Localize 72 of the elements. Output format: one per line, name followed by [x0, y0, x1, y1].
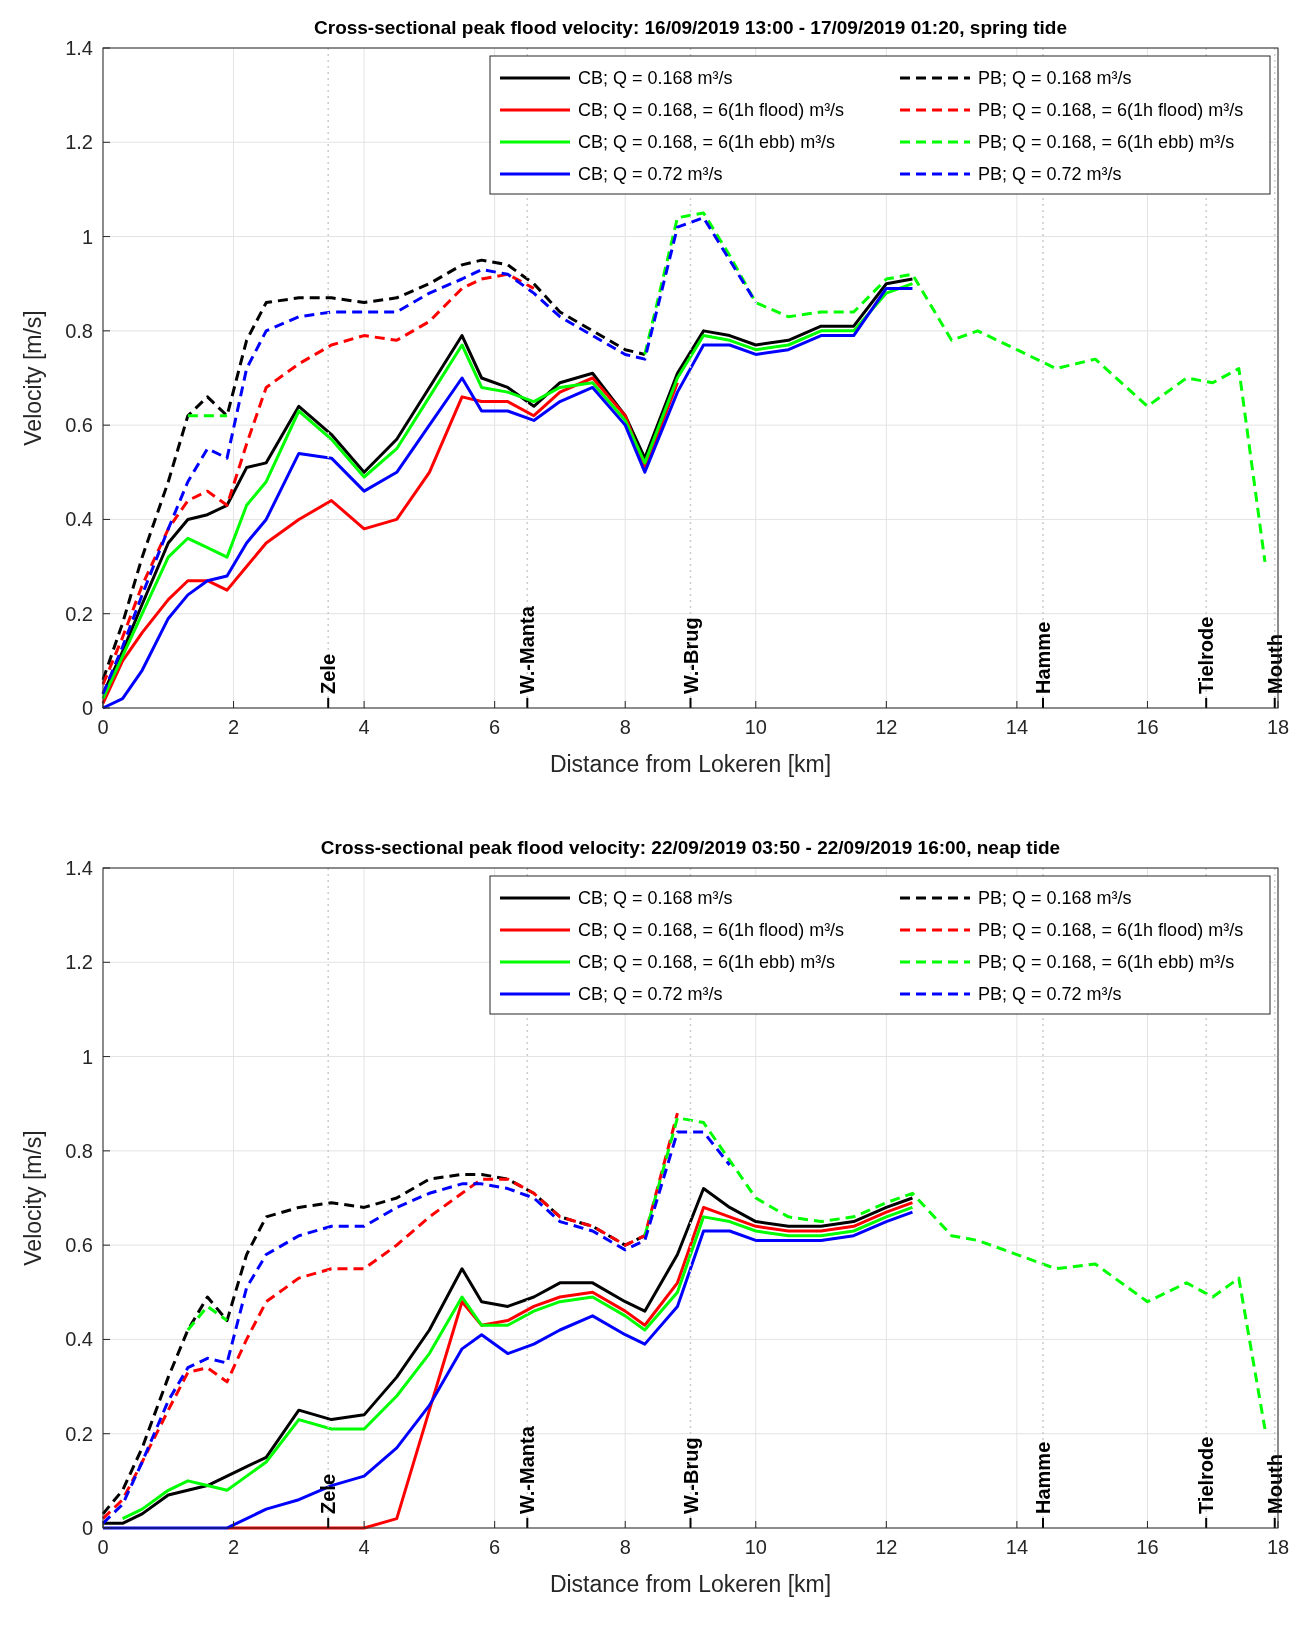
- line-series: [225, 1201, 914, 1530]
- ref-line-label: Tielrode: [1195, 616, 1218, 694]
- ref-line-label: W.-Manta: [516, 605, 539, 694]
- y-tick-label: 0.8: [65, 1139, 93, 1162]
- y-tick-label: 0.4: [65, 508, 93, 531]
- y-tick-label: 0.2: [65, 1422, 93, 1445]
- ref-line-label: Mouth: [1263, 1454, 1286, 1514]
- ref-line-label: Hamme: [1032, 1441, 1054, 1514]
- y-tick-label: 0.6: [65, 1234, 93, 1257]
- x-tick-label: 10: [744, 716, 767, 738]
- y-tick-label: 1.2: [65, 951, 93, 974]
- ref-line-label: Zele: [317, 653, 340, 694]
- chart-title: Cross-sectional peak flood velocity: 22/09/2019 03:50 - 22/09/2019 16:00, neap tide: [320, 837, 1061, 858]
- ref-line-label: W.-Manta: [516, 1425, 539, 1514]
- ref-line-label: Zele: [317, 1473, 340, 1514]
- y-tick-label: 0.6: [65, 414, 93, 437]
- y-tick-label: 0.2: [65, 602, 93, 625]
- ref-line-label: Mouth: [1263, 634, 1286, 694]
- x-tick-label: 16: [1136, 1536, 1159, 1558]
- x-tick-label: 12: [875, 716, 898, 738]
- legend-label: PB; Q = 0.168 m³/s: [978, 68, 1132, 89]
- x-tick-label: 14: [1005, 1536, 1029, 1558]
- legend-label: CB; Q = 0.72 m³/s: [578, 164, 723, 185]
- y-tick-label: 0.8: [65, 319, 93, 342]
- x-tick-label: 16: [1136, 716, 1159, 738]
- y-tick-label: 1.4: [65, 37, 93, 59]
- y-tick-label: 1: [81, 1045, 93, 1068]
- x-tick-label: 4: [358, 716, 370, 738]
- x-axis-title: Distance from Lokeren [km]: [549, 1571, 832, 1597]
- y-tick-label: 1.2: [65, 131, 93, 154]
- legend-label: PB; Q = 0.72 m³/s: [978, 164, 1122, 185]
- legend-label: PB; Q = 0.168, = 6(1h ebb) m³/s: [978, 132, 1235, 153]
- y-axis-title: Velocity [m/s]: [20, 1130, 46, 1266]
- x-tick-label: 10: [744, 1536, 767, 1558]
- legend-label: PB; Q = 0.168, = 6(1h ebb) m³/s: [978, 952, 1235, 973]
- ref-line-label: Hamme: [1032, 621, 1054, 694]
- ref-line-label: W.-Brug: [679, 1437, 702, 1514]
- y-tick-label: 0: [81, 697, 93, 719]
- x-tick-label: 6: [489, 1536, 501, 1558]
- x-tick-label: 8: [619, 716, 631, 738]
- ref-line-label: Tielrode: [1195, 1436, 1218, 1514]
- legend-label: CB; Q = 0.168 m³/s: [578, 68, 733, 89]
- x-tick-label: 2: [227, 716, 240, 738]
- x-tick-label: 2: [227, 1536, 240, 1558]
- x-tick-label: 4: [358, 1536, 370, 1558]
- y-axis-title: Velocity [m/s]: [20, 310, 46, 446]
- x-tick-label: 18: [1266, 716, 1290, 738]
- legend-label: CB; Q = 0.168, = 6(1h flood) m³/s: [578, 920, 845, 941]
- x-tick-label: 12: [875, 1536, 898, 1558]
- x-tick-label: 6: [489, 716, 501, 738]
- legend-label: CB; Q = 0.168, = 6(1h ebb) m³/s: [578, 132, 836, 153]
- y-tick-label: 1: [81, 225, 93, 248]
- line-series: [101, 216, 758, 696]
- legend-label: PB; Q = 0.72 m³/s: [978, 984, 1122, 1005]
- legend-label: CB; Q = 0.72 m³/s: [578, 984, 723, 1005]
- x-tick-label: 14: [1005, 716, 1029, 738]
- x-tick-label: 18: [1266, 1536, 1290, 1558]
- legend-label: CB; Q = 0.168 m³/s: [578, 888, 733, 909]
- x-axis-title: Distance from Lokeren [km]: [549, 751, 832, 777]
- y-tick-label: 0.4: [65, 1328, 93, 1351]
- x-tick-label: 0: [97, 1536, 109, 1558]
- y-tick-label: 0: [81, 1517, 93, 1539]
- legend-label: PB; Q = 0.168 m³/s: [978, 888, 1132, 909]
- legend-label: CB; Q = 0.168, = 6(1h ebb) m³/s: [578, 952, 836, 973]
- ref-line-label: W.-Brug: [679, 617, 702, 694]
- x-tick-label: 0: [97, 716, 109, 738]
- x-tick-label: 8: [619, 1536, 631, 1558]
- legend-label: PB; Q = 0.168, = 6(1h flood) m³/s: [978, 920, 1244, 941]
- y-tick-label: 1.4: [65, 857, 93, 879]
- legend-label: PB; Q = 0.168, = 6(1h flood) m³/s: [978, 100, 1244, 121]
- legend-label: CB; Q = 0.168, = 6(1h flood) m³/s: [578, 100, 845, 121]
- chart-title: Cross-sectional peak flood velocity: 16/09/2019 13:00 - 17/09/2019 01:20, spring tide: [314, 17, 1067, 38]
